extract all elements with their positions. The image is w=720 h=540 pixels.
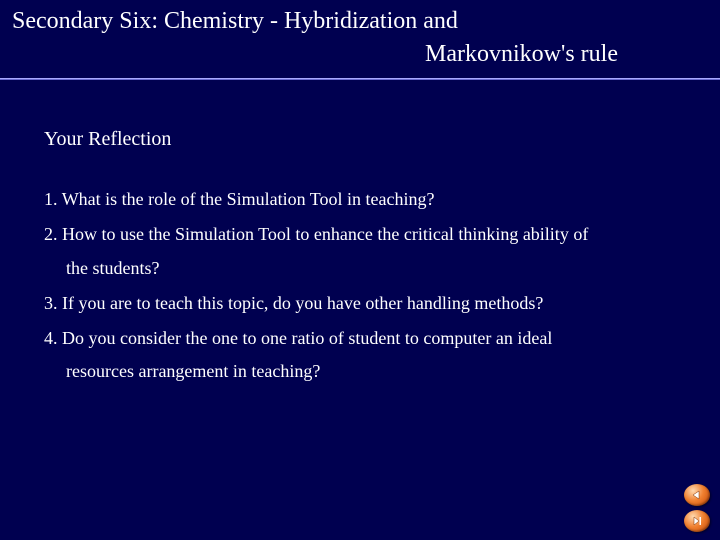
arrow-left-icon [691, 490, 703, 500]
nav-buttons [684, 484, 710, 532]
prev-slide-button[interactable] [684, 484, 710, 506]
question-text: How to use the Simulation Tool to enhanc… [62, 224, 588, 244]
arrow-right-bar-icon [691, 516, 703, 526]
section-heading: Your Reflection [44, 128, 676, 151]
question-text-cont: resources arrangement in teaching? [44, 355, 676, 388]
slide-content: Your Reflection 1. What is the role of t… [0, 68, 720, 389]
header-divider [0, 78, 720, 80]
slide-header: Secondary Six: Chemistry - Hybridization… [0, 0, 720, 68]
question-text: Do you consider the one to one ratio of … [62, 328, 552, 348]
question-item: 1. What is the role of the Simulation To… [44, 183, 676, 216]
question-text: If you are to teach this topic, do you h… [62, 293, 543, 313]
question-text: What is the role of the Simulation Tool … [62, 189, 435, 209]
question-number: 1. [44, 189, 58, 209]
question-number: 4. [44, 328, 58, 348]
question-number: 2. [44, 224, 58, 244]
questions-list: 1. What is the role of the Simulation To… [44, 183, 676, 389]
question-item: 4. Do you consider the one to one ratio … [44, 322, 676, 389]
slide-title-line2: Markovnikow's rule [12, 35, 708, 68]
next-slide-button[interactable] [684, 510, 710, 532]
question-number: 3. [44, 293, 58, 313]
question-text-cont: the students? [44, 252, 676, 285]
question-item: 2. How to use the Simulation Tool to enh… [44, 218, 676, 285]
slide-title-line1: Secondary Six: Chemistry - Hybridization… [12, 8, 708, 35]
question-item: 3. If you are to teach this topic, do yo… [44, 287, 676, 320]
